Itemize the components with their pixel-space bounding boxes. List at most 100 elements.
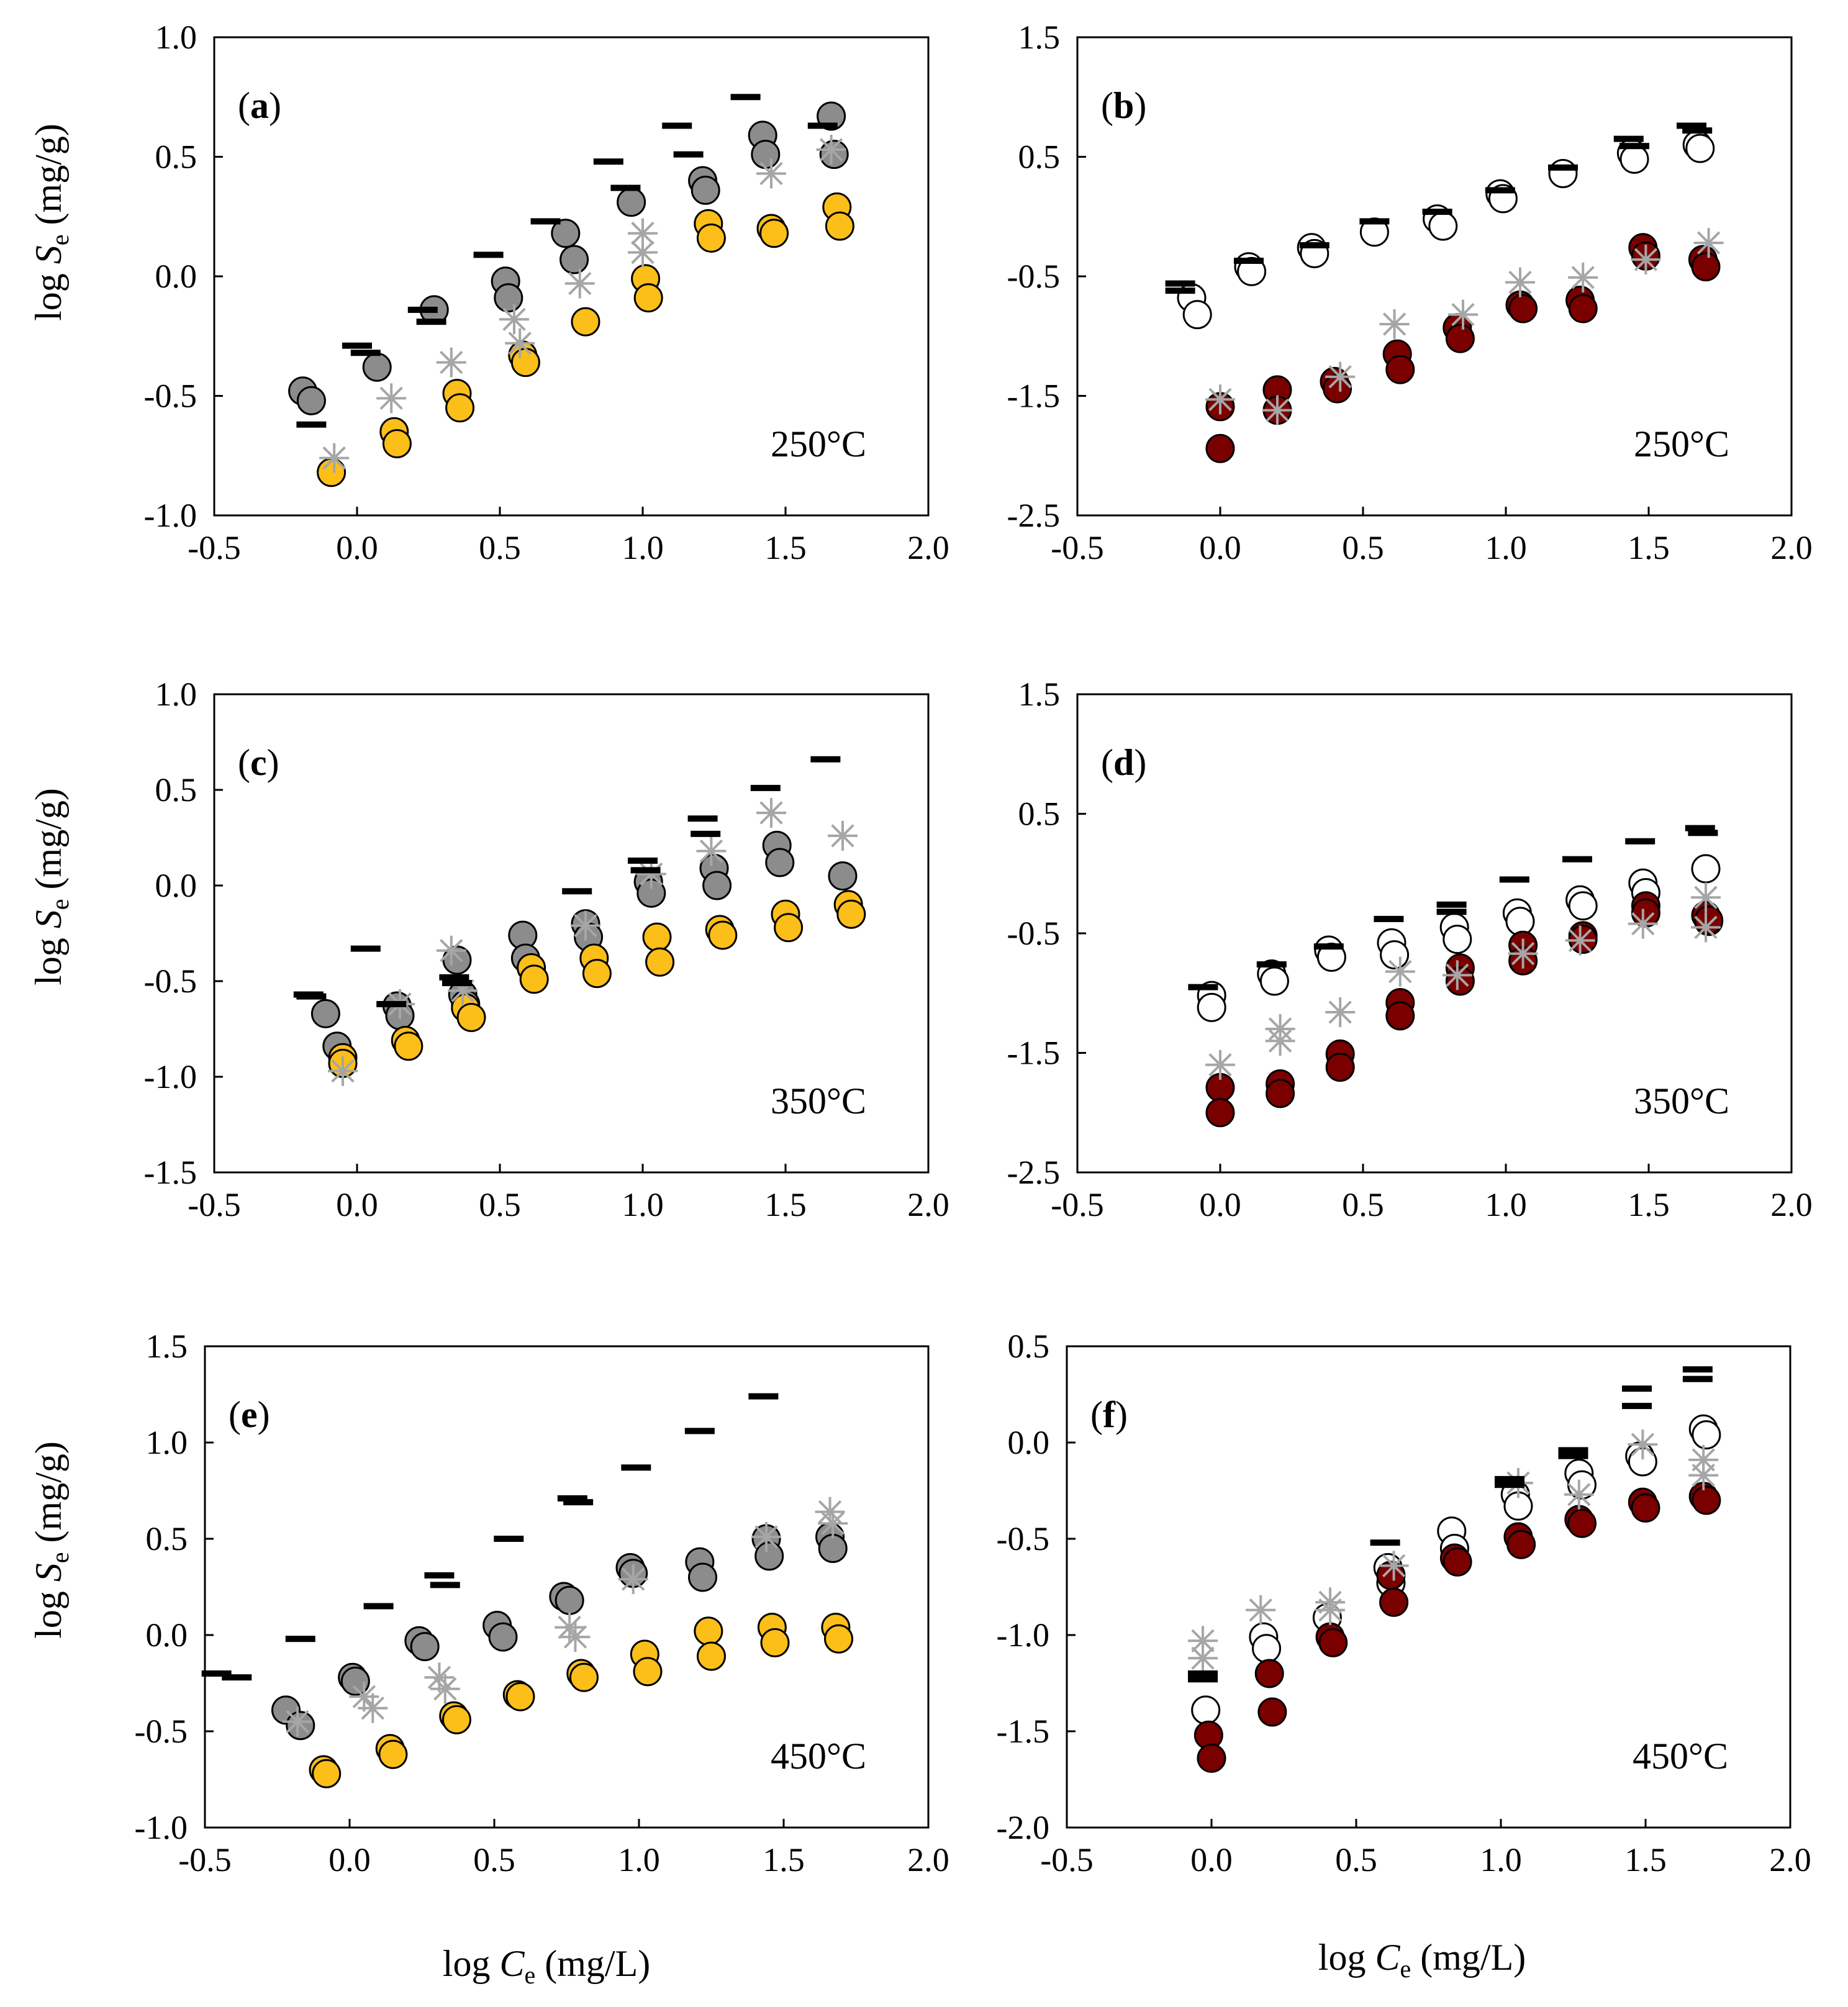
data-point-star: [1568, 262, 1598, 292]
x-tick-label-e: 0.0: [328, 1841, 371, 1878]
data-point-dash: [1622, 1403, 1652, 1410]
data-point-white-circle: [1197, 992, 1226, 1022]
data-point-dash: [1494, 1475, 1524, 1482]
data-point-star: [1205, 384, 1235, 415]
data-point-dash: [593, 158, 623, 165]
data-point-dash: [1619, 143, 1649, 150]
y-tick-label-a: -0.5: [144, 378, 197, 415]
data-point-darkred-circle: [1325, 1053, 1355, 1082]
data-point-darkred-circle: [1257, 1697, 1287, 1727]
data-point-star: [424, 1662, 455, 1693]
data-point-dash: [628, 857, 658, 864]
data-point-darkred-circle: [1379, 1587, 1409, 1617]
x-tick-label-e: 1.5: [763, 1841, 805, 1878]
data-point-dash: [473, 251, 504, 258]
data-point-orange-circle: [825, 211, 854, 241]
data-point-gray-circle: [340, 1666, 370, 1696]
panel-label-b: (b): [1101, 85, 1146, 126]
data-point-gray-circle: [555, 1585, 584, 1615]
data-point-dash: [1370, 1539, 1400, 1546]
y-tick-label-b: 1.5: [1018, 19, 1061, 56]
data-point-orange-circle: [708, 920, 738, 950]
data-point-star: [376, 383, 407, 414]
data-point-star: [358, 1693, 388, 1723]
x-tick-label-f: 0.5: [1335, 1841, 1377, 1878]
data-point-star: [696, 836, 727, 866]
x-tick-label-a: 2.0: [907, 529, 949, 566]
data-point-star: [1565, 925, 1595, 956]
data-point-star: [564, 268, 595, 299]
data-point-orange-circle: [759, 219, 789, 248]
data-point-dash: [1188, 984, 1218, 990]
data-point-dash: [439, 974, 469, 981]
x-tick-label-c: 1.0: [622, 1186, 664, 1223]
temperature-label-d: 350°C: [1634, 1081, 1729, 1121]
data-point-dash: [662, 122, 692, 129]
data-point-star: [1448, 299, 1478, 330]
data-point-dash: [807, 122, 838, 129]
data-point-star: [1325, 361, 1356, 392]
x-tick-label-f: 2.0: [1769, 1841, 1811, 1878]
y-tick-label-f: -2.0: [997, 1809, 1049, 1846]
data-point-orange-circle: [445, 393, 475, 423]
data-point-dash: [350, 945, 381, 952]
data-point-star: [499, 304, 529, 335]
data-point-white-circle: [1548, 158, 1578, 188]
data-point-orange-circle: [456, 1003, 486, 1033]
data-point-darkred-circle: [1254, 1659, 1284, 1688]
x-tick-label-c: 0.5: [479, 1186, 521, 1223]
data-point-star: [1631, 245, 1661, 275]
x-tick-label-e: 1.0: [618, 1841, 660, 1878]
data-point-orange-circle: [582, 959, 612, 989]
data-point-orange-circle: [645, 947, 675, 977]
data-point-dash: [1374, 915, 1404, 922]
data-point-darkred-circle: [1385, 355, 1415, 384]
data-point-dash: [296, 993, 327, 1000]
data-point-darkred-circle: [1508, 294, 1538, 324]
data-point-darkred-circle: [1197, 1743, 1226, 1773]
x-tick-label-d: 2.0: [1770, 1186, 1813, 1223]
data-point-star: [1379, 309, 1410, 339]
x-tick-label-a: 1.0: [622, 529, 664, 566]
temperature-label-b: 250°C: [1634, 424, 1729, 464]
panel-label-f: (f): [1090, 1394, 1128, 1435]
data-point-star: [628, 237, 658, 268]
data-point-dash: [730, 94, 761, 101]
data-point-dash: [407, 306, 438, 313]
y-tick-label-d: 1.5: [1018, 676, 1061, 713]
y-tick-label-a: 0.5: [155, 138, 197, 176]
x-tick-label-d: 1.5: [1628, 1186, 1670, 1223]
data-point-star: [436, 347, 466, 378]
data-point-dash: [442, 980, 472, 987]
x-tick-label-e: 2.0: [907, 1841, 949, 1878]
x-tick-label-c: 2.0: [907, 1186, 949, 1223]
x-tick-label-a: 0.0: [336, 529, 378, 566]
data-point-dash: [1688, 830, 1718, 836]
y-tick-label-c: -1.5: [144, 1154, 197, 1191]
data-point-star: [828, 820, 858, 851]
x-tick-label-c: 0.0: [336, 1186, 378, 1223]
y-tick-label-e: -0.5: [135, 1713, 188, 1750]
data-point-dash: [1165, 280, 1195, 287]
data-point-star: [1325, 997, 1356, 1028]
plot-frame-e: [204, 1345, 930, 1829]
data-point-dash: [342, 342, 372, 349]
data-point-star: [319, 443, 350, 473]
y-tick-label-b: -1.5: [1007, 378, 1060, 415]
y-tick-label-c: 1.0: [155, 676, 197, 713]
data-point-dash: [1188, 1676, 1218, 1683]
x-axis-title-right: log Ce (mg/L): [1318, 1937, 1526, 1983]
data-point-dash: [350, 350, 381, 356]
data-point-star: [618, 1564, 648, 1595]
y-tick-label-d: -1.5: [1007, 1035, 1060, 1072]
data-point-gray-circle: [551, 219, 581, 248]
data-point-star: [505, 328, 535, 358]
data-point-white-circle: [1685, 134, 1715, 163]
data-point-star: [1315, 1595, 1346, 1625]
y-axis-title-row2: log Se (mg/g): [28, 788, 74, 985]
x-tick-label-b: 0.0: [1199, 529, 1241, 566]
data-point-darkred-circle: [1691, 252, 1721, 282]
y-tick-label-a: 0.0: [155, 258, 197, 295]
data-point-dash: [1625, 838, 1656, 845]
data-point-dash: [285, 1636, 315, 1642]
